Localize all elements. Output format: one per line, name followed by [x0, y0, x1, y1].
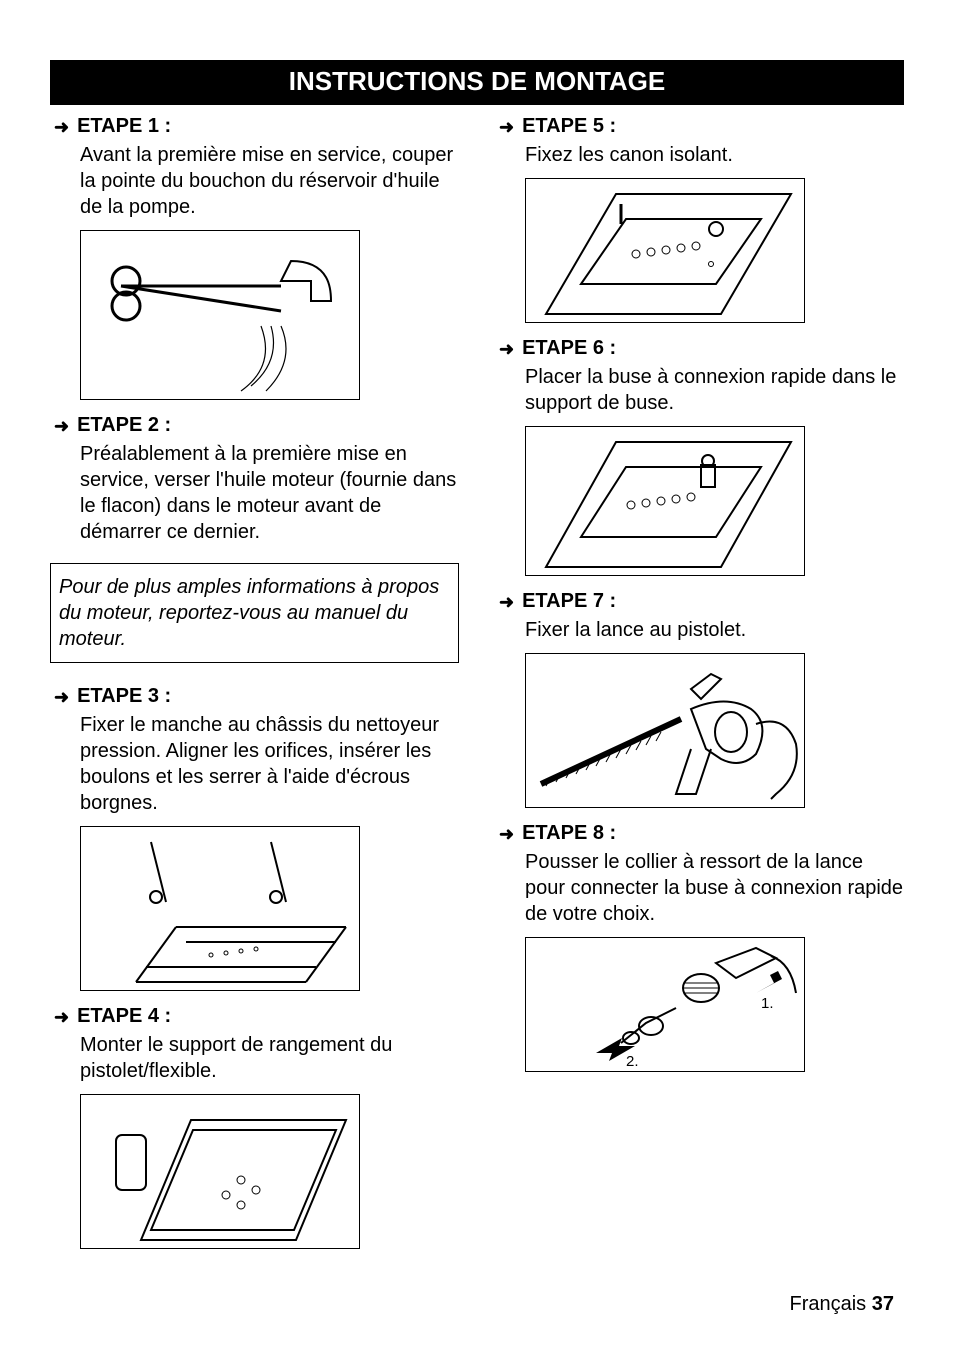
step-8-text: Pousser le collier à ressort de la lance…: [525, 849, 904, 927]
step-6-label: ETAPE 6 :: [522, 337, 616, 360]
step-6: ➜ ETAPE 6 : Placer la buse à connexion r…: [495, 337, 904, 576]
illustration-scissors: [80, 230, 360, 400]
step-3-label: ETAPE 3 :: [77, 685, 171, 708]
step-2-text: Préalablement à la première mise en serv…: [80, 441, 459, 545]
step-3-header: ➜ ETAPE 3 :: [54, 685, 459, 708]
step-7: ➜ ETAPE 7 : Fixer la lance au pistolet.: [495, 590, 904, 808]
arrow-icon: ➜: [499, 825, 514, 843]
connect-label-2: 2.: [626, 1053, 639, 1070]
content-columns: ➜ ETAPE 1 : Avant la première mise en se…: [50, 115, 904, 1263]
step-4: ➜ ETAPE 4 : Monter le support de rangeme…: [50, 1005, 459, 1249]
connect-label-1: 1.: [761, 995, 774, 1012]
step-6-text: Placer la buse à connexion rapide dans l…: [525, 364, 904, 416]
step-7-text: Fixer la lance au pistolet.: [525, 617, 904, 643]
step-3-text: Fixer le manche au châssis du nettoyeur …: [80, 712, 459, 816]
right-column: ➜ ETAPE 5 : Fixez les canon isolant.: [495, 115, 904, 1263]
arrow-icon: ➜: [54, 1008, 69, 1026]
step-2-header: ➜ ETAPE 2 :: [54, 414, 459, 437]
step-2: ➜ ETAPE 2 : Préalablement à la première …: [50, 414, 459, 545]
illustration-holder: [80, 1094, 360, 1249]
step-5-label: ETAPE 5 :: [522, 115, 616, 138]
step-8-header: ➜ ETAPE 8 :: [499, 822, 904, 845]
step-8: ➜ ETAPE 8 : Pousser le collier à ressort…: [495, 822, 904, 1072]
illustration-isolant: [525, 178, 805, 323]
step-5-header: ➜ ETAPE 5 :: [499, 115, 904, 138]
arrow-icon: ➜: [499, 340, 514, 358]
step-1-text: Avant la première mise en service, coupe…: [80, 142, 459, 220]
illustration-handle-frame: [80, 826, 360, 991]
arrow-icon: ➜: [499, 593, 514, 611]
step-2-label: ETAPE 2 :: [77, 414, 171, 437]
step-4-header: ➜ ETAPE 4 :: [54, 1005, 459, 1028]
step-1-header: ➜ ETAPE 1 :: [54, 115, 459, 138]
arrow-icon: ➜: [54, 688, 69, 706]
illustration-quick-connect: 1. 2.: [525, 937, 805, 1072]
arrow-icon: ➜: [54, 417, 69, 435]
step-7-label: ETAPE 7 :: [522, 590, 616, 613]
step-8-label: ETAPE 8 :: [522, 822, 616, 845]
step-1-label: ETAPE 1 :: [77, 115, 171, 138]
step-5: ➜ ETAPE 5 : Fixez les canon isolant.: [495, 115, 904, 323]
step-6-header: ➜ ETAPE 6 :: [499, 337, 904, 360]
page-footer: Français 37: [789, 1293, 894, 1316]
page-title: INSTRUCTIONS DE MONTAGE: [50, 60, 904, 105]
footer-page-number: 37: [872, 1293, 894, 1315]
footer-language: Français: [789, 1293, 866, 1315]
illustration-nozzle-holder: [525, 426, 805, 576]
step-7-header: ➜ ETAPE 7 :: [499, 590, 904, 613]
step-4-label: ETAPE 4 :: [77, 1005, 171, 1028]
left-column: ➜ ETAPE 1 : Avant la première mise en se…: [50, 115, 459, 1263]
illustration-lance-gun: [525, 653, 805, 808]
step-3: ➜ ETAPE 3 : Fixer le manche au châssis d…: [50, 685, 459, 991]
step-5-text: Fixez les canon isolant.: [525, 142, 904, 168]
page: INSTRUCTIONS DE MONTAGE ➜ ETAPE 1 : Avan…: [0, 0, 954, 1352]
step-1: ➜ ETAPE 1 : Avant la première mise en se…: [50, 115, 459, 400]
note-box: Pour de plus amples informations à propo…: [50, 563, 459, 663]
arrow-icon: ➜: [54, 118, 69, 136]
arrow-icon: ➜: [499, 118, 514, 136]
step-4-text: Monter le support de rangement du pistol…: [80, 1032, 459, 1084]
